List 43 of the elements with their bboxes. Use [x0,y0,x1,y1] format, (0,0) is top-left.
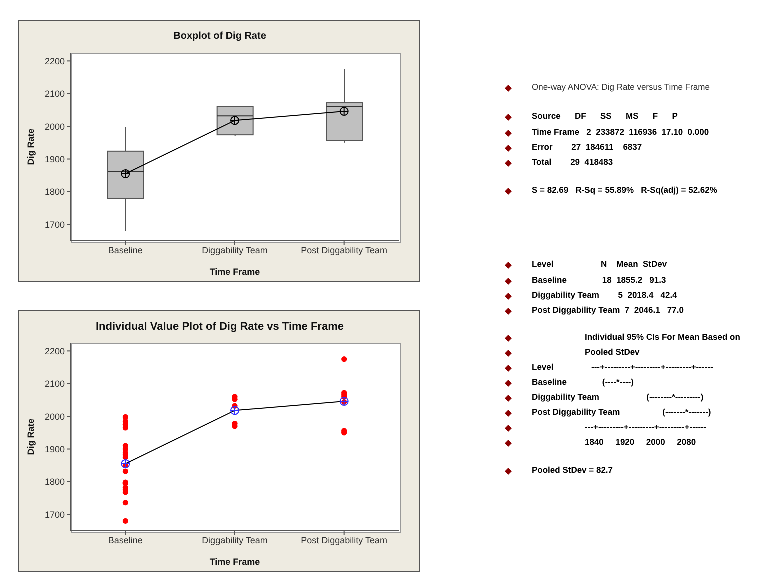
text: ---+---------+---------+---------+------ [585,422,707,432]
text: Post Diggability Team 7 2046.1 77.0 [532,305,684,315]
text: Error 27 184611 6837 [532,142,642,152]
y-axis-title: Dig Rate [26,418,36,456]
text: Total 29 418483 [532,157,614,167]
source-note: Source DF SS MS F P [532,111,678,121]
chart-title: Boxplot of Dig Rate [172,31,268,42]
y-tick-label: 1700 [44,510,65,520]
y-axis-title: Dig Rate [26,128,36,166]
text: One-way ANOVA: Dig Rate versus Time Frame [532,82,710,92]
text: S = 82.69 R-Sq = 55.89% R-Sq(adj) = 52.62% [532,185,718,195]
text: Pooled StDev [585,347,640,357]
text: Pooled StDev = 82.7 [532,465,614,475]
x-tick-label: Post Diggability Team [301,535,388,546]
text: Time Frame 2 233872 116936 17.10 0.000 [532,127,710,137]
text: Individual 95% CIs For Mean Based on [585,332,740,342]
x-tick-label: Diggability Team [202,245,268,256]
x-tick-label: Baseline [108,535,143,546]
text: Baseline 18 1855.2 91.3 [532,275,666,285]
y-tick-label: 2200 [44,56,65,66]
y-tick-label: 1800 [44,477,65,488]
y-tick-label: 1800 [44,187,65,198]
y-tick-label: 1700 [44,220,65,230]
chart-title: Individual Value Plot of Dig Rate vs Time Frame [95,321,345,333]
x-tick-label: Post Diggability Team [301,245,388,256]
x-axis-title: Time Frame [210,557,260,567]
text: 1840 1920 2000 2080 [585,437,696,447]
text: Diggability Team 5 2018.4 42.4 [532,290,678,300]
y-tick-label: 2100 [44,379,65,390]
y-tick-label: 2100 [44,89,65,100]
y-tick-label: 2000 [44,412,65,422]
x-tick-label: Diggability Team [202,535,268,546]
text: Level ---+---------+---------+---------+------ [532,362,714,372]
text: Baseline (----*----) [532,377,634,387]
text: Level N Mean StDev [532,259,668,269]
y-tick-label: 2200 [44,346,65,356]
y-tick-label: 2000 [44,122,65,132]
x-axis-title: Time Frame [210,267,260,277]
text: Diggability Team (--------*---------) [532,392,704,402]
y-tick-label: 1900 [44,444,65,454]
text: Post Diggability Team (-------*-------) [532,407,712,417]
y-tick-label: 1900 [44,154,65,164]
x-tick-label: Baseline [108,245,143,256]
